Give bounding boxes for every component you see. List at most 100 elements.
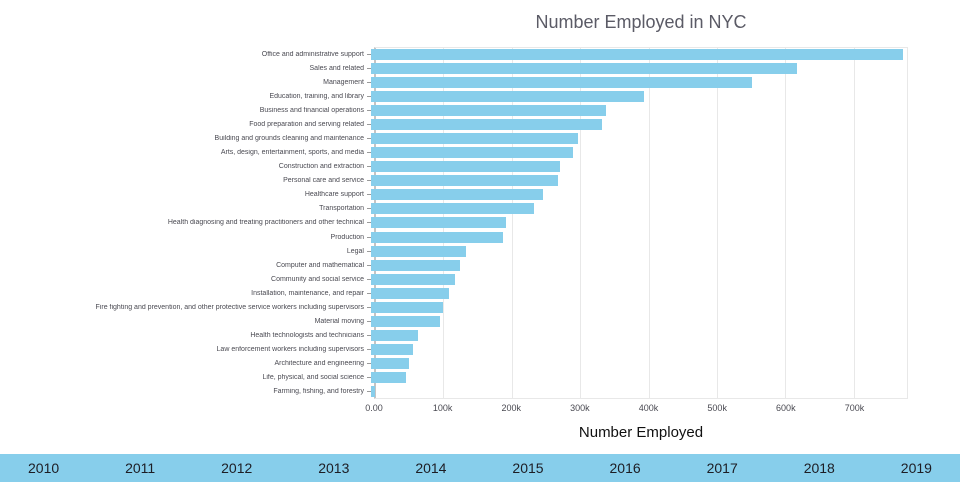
- category-label: Education, training, and library: [269, 92, 364, 100]
- slider-year-2013[interactable]: 2013: [318, 460, 350, 476]
- bar: [371, 118, 602, 130]
- category-label: Community and social service: [271, 275, 364, 283]
- y-tick-mark: [367, 363, 371, 365]
- y-tick-mark: [367, 180, 371, 182]
- bar-row: Health technologists and technicians: [0, 329, 908, 343]
- bar-track: [371, 202, 905, 216]
- category-label: Construction and extraction: [278, 163, 364, 171]
- bar-track: [371, 131, 905, 145]
- bar-row: Transportation: [0, 202, 908, 216]
- bar-track: [371, 146, 905, 160]
- bar: [371, 147, 574, 159]
- y-tick-mark: [367, 391, 371, 393]
- category-label: Management: [323, 78, 364, 86]
- bar-track: [371, 61, 905, 75]
- bar-row: Food preparation and serving related: [0, 117, 908, 131]
- y-tick-mark: [367, 321, 371, 323]
- category-label: Legal: [346, 247, 364, 255]
- bar: [371, 273, 456, 285]
- category-label: Computer and mathematical: [276, 261, 364, 269]
- bar-track: [371, 272, 905, 286]
- x-axis-ticks: 0.00 100k 200k 300k 400k 500k 600k 700k: [365, 403, 908, 415]
- gridline: [580, 48, 582, 398]
- bar-track: [371, 244, 905, 258]
- bar-rows: Office and administrative support Sales a…: [0, 47, 908, 399]
- slider-year-2015[interactable]: 2015: [512, 460, 544, 476]
- bar-track: [371, 160, 905, 174]
- gridline: [785, 48, 787, 398]
- y-tick-mark: [367, 194, 371, 196]
- bar-row: Health diagnosing and treating practitio…: [0, 216, 908, 230]
- category-label: Life, physical, and social science: [262, 374, 364, 382]
- bar-track: [371, 117, 905, 131]
- bar-track: [371, 329, 905, 343]
- bar-track: [371, 343, 905, 357]
- category-label: Food preparation and serving related: [249, 120, 364, 128]
- category-label: Material moving: [314, 318, 364, 326]
- bar: [371, 48, 903, 60]
- y-tick-mark: [367, 152, 371, 154]
- bar-row: Life, physical, and social science: [0, 371, 908, 385]
- slider-year-2018[interactable]: 2018: [803, 460, 835, 476]
- y-tick-mark: [367, 138, 371, 139]
- bar: [371, 133, 578, 144]
- bar: [371, 76, 752, 88]
- y-tick-mark: [367, 166, 371, 168]
- bar: [371, 203, 534, 215]
- slider-year-2014[interactable]: 2014: [415, 460, 447, 476]
- bar-track: [371, 188, 905, 202]
- y-tick-mark: [367, 306, 371, 308]
- x-axis-title: Number Employed: [578, 424, 704, 441]
- bar-row: Personal care and service: [0, 174, 908, 188]
- category-label: Building and grounds cleaning and mainte…: [214, 135, 364, 142]
- year-slider-track[interactable]: 2010 2011 2012 2013 2014 2015 2016 2017 2018 2019: [0, 454, 960, 482]
- y-tick-mark: [367, 264, 371, 266]
- bar-track: [371, 230, 905, 244]
- x-tick-label: 300k: [570, 403, 590, 413]
- category-label: Architecture and engineering: [274, 360, 364, 368]
- bar-row: Law enforcement workers including superv…: [0, 343, 908, 357]
- slider-year-2017[interactable]: 2017: [706, 460, 738, 476]
- y-tick-mark: [367, 109, 371, 111]
- bar: [371, 301, 444, 313]
- category-label: Transportation: [319, 205, 364, 213]
- x-tick-label: 600k: [776, 403, 796, 413]
- category-label: Healthcare support: [304, 191, 364, 199]
- y-tick-mark: [367, 81, 371, 83]
- category-label: Personal care and service: [283, 177, 364, 185]
- slider-year-2011[interactable]: 2011: [125, 460, 156, 476]
- slider-year-2012[interactable]: 2012: [221, 460, 253, 476]
- bar-row: Management: [0, 75, 908, 89]
- y-tick-mark: [367, 208, 371, 210]
- gridline: [716, 48, 718, 398]
- bar: [371, 90, 645, 102]
- category-label: Arts, design, entertainment, sports, and…: [220, 149, 364, 157]
- bar-row: Sales and related: [0, 61, 908, 75]
- chart-title: Number Employed in NYC: [535, 12, 747, 32]
- bar: [371, 287, 449, 299]
- slider-year-2010[interactable]: 2010: [28, 460, 60, 476]
- y-tick-mark: [367, 123, 371, 125]
- bar-track: [371, 103, 905, 117]
- bar: [371, 245, 467, 257]
- bar-track: [371, 258, 905, 272]
- bar-row: Fire fighting and prevention, and other …: [0, 300, 908, 314]
- slider-year-2019[interactable]: 2019: [900, 460, 932, 476]
- y-tick-mark: [367, 222, 371, 224]
- bar-row: Installation, maintenance, and repair: [0, 286, 908, 300]
- bar-row: Production: [0, 230, 908, 244]
- x-tick-label: 400k: [638, 403, 659, 413]
- bar-row: Community and social service: [0, 272, 908, 286]
- gridline: [648, 48, 650, 398]
- bar-row: Business and financial operations: [0, 103, 908, 117]
- bar-row: Material moving: [0, 314, 908, 328]
- category-label: Law enforcement workers including superv…: [216, 346, 364, 354]
- y-tick-mark: [367, 236, 371, 238]
- y-tick-mark: [367, 67, 371, 69]
- bar-row: Architecture and engineering: [0, 357, 908, 371]
- bar-track: [371, 47, 905, 61]
- bar-track: [371, 75, 905, 89]
- slider-year-2016[interactable]: 2016: [609, 460, 641, 476]
- bar-track: [371, 216, 905, 230]
- x-tick-label: 0.00: [365, 403, 383, 413]
